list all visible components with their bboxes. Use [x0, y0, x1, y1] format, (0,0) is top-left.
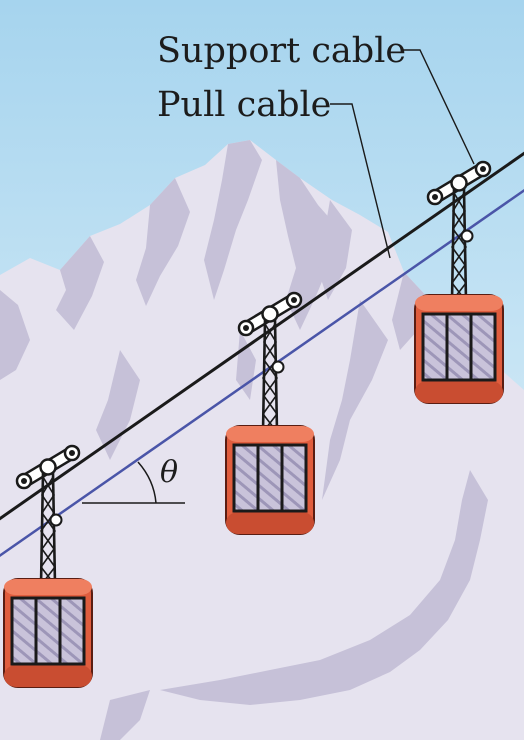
- support-cable-label: Support cable: [157, 31, 407, 71]
- support-cable: [0, 151, 524, 521]
- pull-cable: [0, 188, 524, 558]
- angle-arc: [137, 461, 157, 504]
- angle-theta-label: θ: [160, 455, 179, 490]
- mountain-shadows: [0, 140, 488, 740]
- support-cable-leader: [402, 49, 475, 165]
- pull-cable-leader: [330, 103, 391, 259]
- pull-cable-label: Pull cable: [157, 85, 332, 125]
